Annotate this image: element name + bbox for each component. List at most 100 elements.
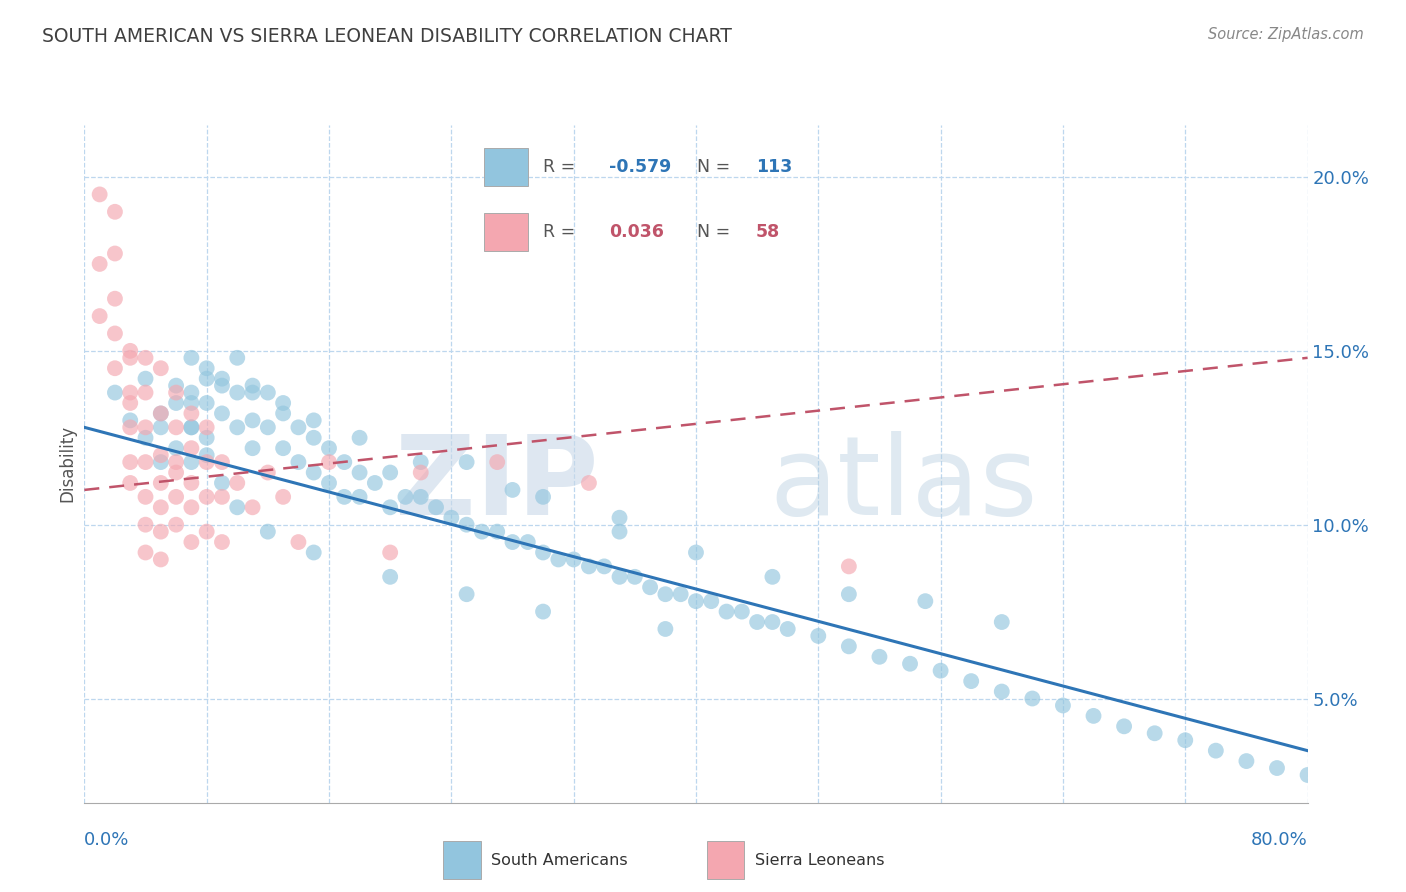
Point <box>456 587 478 601</box>
Point <box>226 500 249 515</box>
Point <box>1265 761 1288 775</box>
Point <box>456 517 478 532</box>
Point <box>380 545 402 559</box>
Point <box>242 413 264 427</box>
Point <box>104 204 127 219</box>
Point <box>195 396 218 410</box>
Point <box>211 455 233 469</box>
Point <box>349 431 371 445</box>
Point <box>180 535 202 549</box>
Point <box>135 372 157 386</box>
Point <box>578 475 600 490</box>
Point <box>669 587 692 601</box>
Point <box>211 378 233 392</box>
Point <box>380 570 402 584</box>
Point <box>409 466 432 480</box>
Point <box>135 351 157 365</box>
Point <box>349 490 371 504</box>
Point <box>257 385 280 400</box>
Point <box>991 615 1014 629</box>
Point <box>547 552 569 566</box>
Point <box>700 594 723 608</box>
Point <box>135 490 157 504</box>
Point <box>302 413 325 427</box>
Point <box>149 475 172 490</box>
Point <box>165 420 187 434</box>
Point <box>195 431 218 445</box>
Point <box>149 500 172 515</box>
Point <box>180 420 202 434</box>
Point <box>1296 768 1319 782</box>
Point <box>165 385 187 400</box>
Point <box>165 396 187 410</box>
Point <box>104 326 127 341</box>
Point <box>516 535 538 549</box>
Point <box>149 448 172 462</box>
Point <box>271 441 294 455</box>
Point <box>257 524 280 539</box>
Point <box>135 385 157 400</box>
Point <box>135 431 157 445</box>
Point <box>226 475 249 490</box>
Point <box>318 475 340 490</box>
Point <box>716 605 738 619</box>
Point <box>242 385 264 400</box>
Point <box>165 517 187 532</box>
Point <box>1174 733 1197 747</box>
Point <box>120 343 142 358</box>
Point <box>242 441 264 455</box>
Point <box>149 420 172 434</box>
Point <box>654 622 676 636</box>
Point <box>195 524 218 539</box>
Point <box>195 420 218 434</box>
Point <box>471 524 494 539</box>
Point <box>609 570 631 584</box>
Point <box>502 535 524 549</box>
Point <box>761 570 783 584</box>
Point <box>531 545 554 559</box>
Point <box>257 466 280 480</box>
Point <box>120 455 142 469</box>
Point <box>287 535 309 549</box>
Point <box>211 490 233 504</box>
Point <box>226 351 249 365</box>
Point <box>531 605 554 619</box>
Point <box>104 361 127 376</box>
Point <box>609 510 631 524</box>
Point <box>302 431 325 445</box>
Point <box>165 455 187 469</box>
Point <box>149 552 172 566</box>
Point <box>135 455 157 469</box>
Point <box>195 448 218 462</box>
Point <box>991 684 1014 698</box>
Point <box>195 490 218 504</box>
Point <box>180 351 202 365</box>
Point <box>195 372 218 386</box>
Point <box>211 535 233 549</box>
Point <box>195 361 218 376</box>
Point <box>89 309 111 323</box>
Point <box>1083 709 1105 723</box>
Text: Source: ZipAtlas.com: Source: ZipAtlas.com <box>1208 27 1364 42</box>
Point <box>1234 754 1257 768</box>
Point <box>578 559 600 574</box>
Point <box>318 441 340 455</box>
Point <box>149 406 172 420</box>
Point <box>180 455 202 469</box>
Point <box>89 257 111 271</box>
Point <box>149 406 172 420</box>
Point <box>302 466 325 480</box>
Point <box>747 615 769 629</box>
Text: SOUTH AMERICAN VS SIERRA LEONEAN DISABILITY CORRELATION CHART: SOUTH AMERICAN VS SIERRA LEONEAN DISABIL… <box>42 27 733 45</box>
Point <box>654 587 676 601</box>
Point <box>838 587 860 601</box>
Point <box>624 570 647 584</box>
Point <box>271 406 294 420</box>
Point <box>180 500 202 515</box>
Point <box>1205 744 1227 758</box>
Point <box>165 378 187 392</box>
Point <box>104 246 127 260</box>
Point <box>409 455 432 469</box>
Point <box>195 455 218 469</box>
Text: 80.0%: 80.0% <box>1251 830 1308 848</box>
